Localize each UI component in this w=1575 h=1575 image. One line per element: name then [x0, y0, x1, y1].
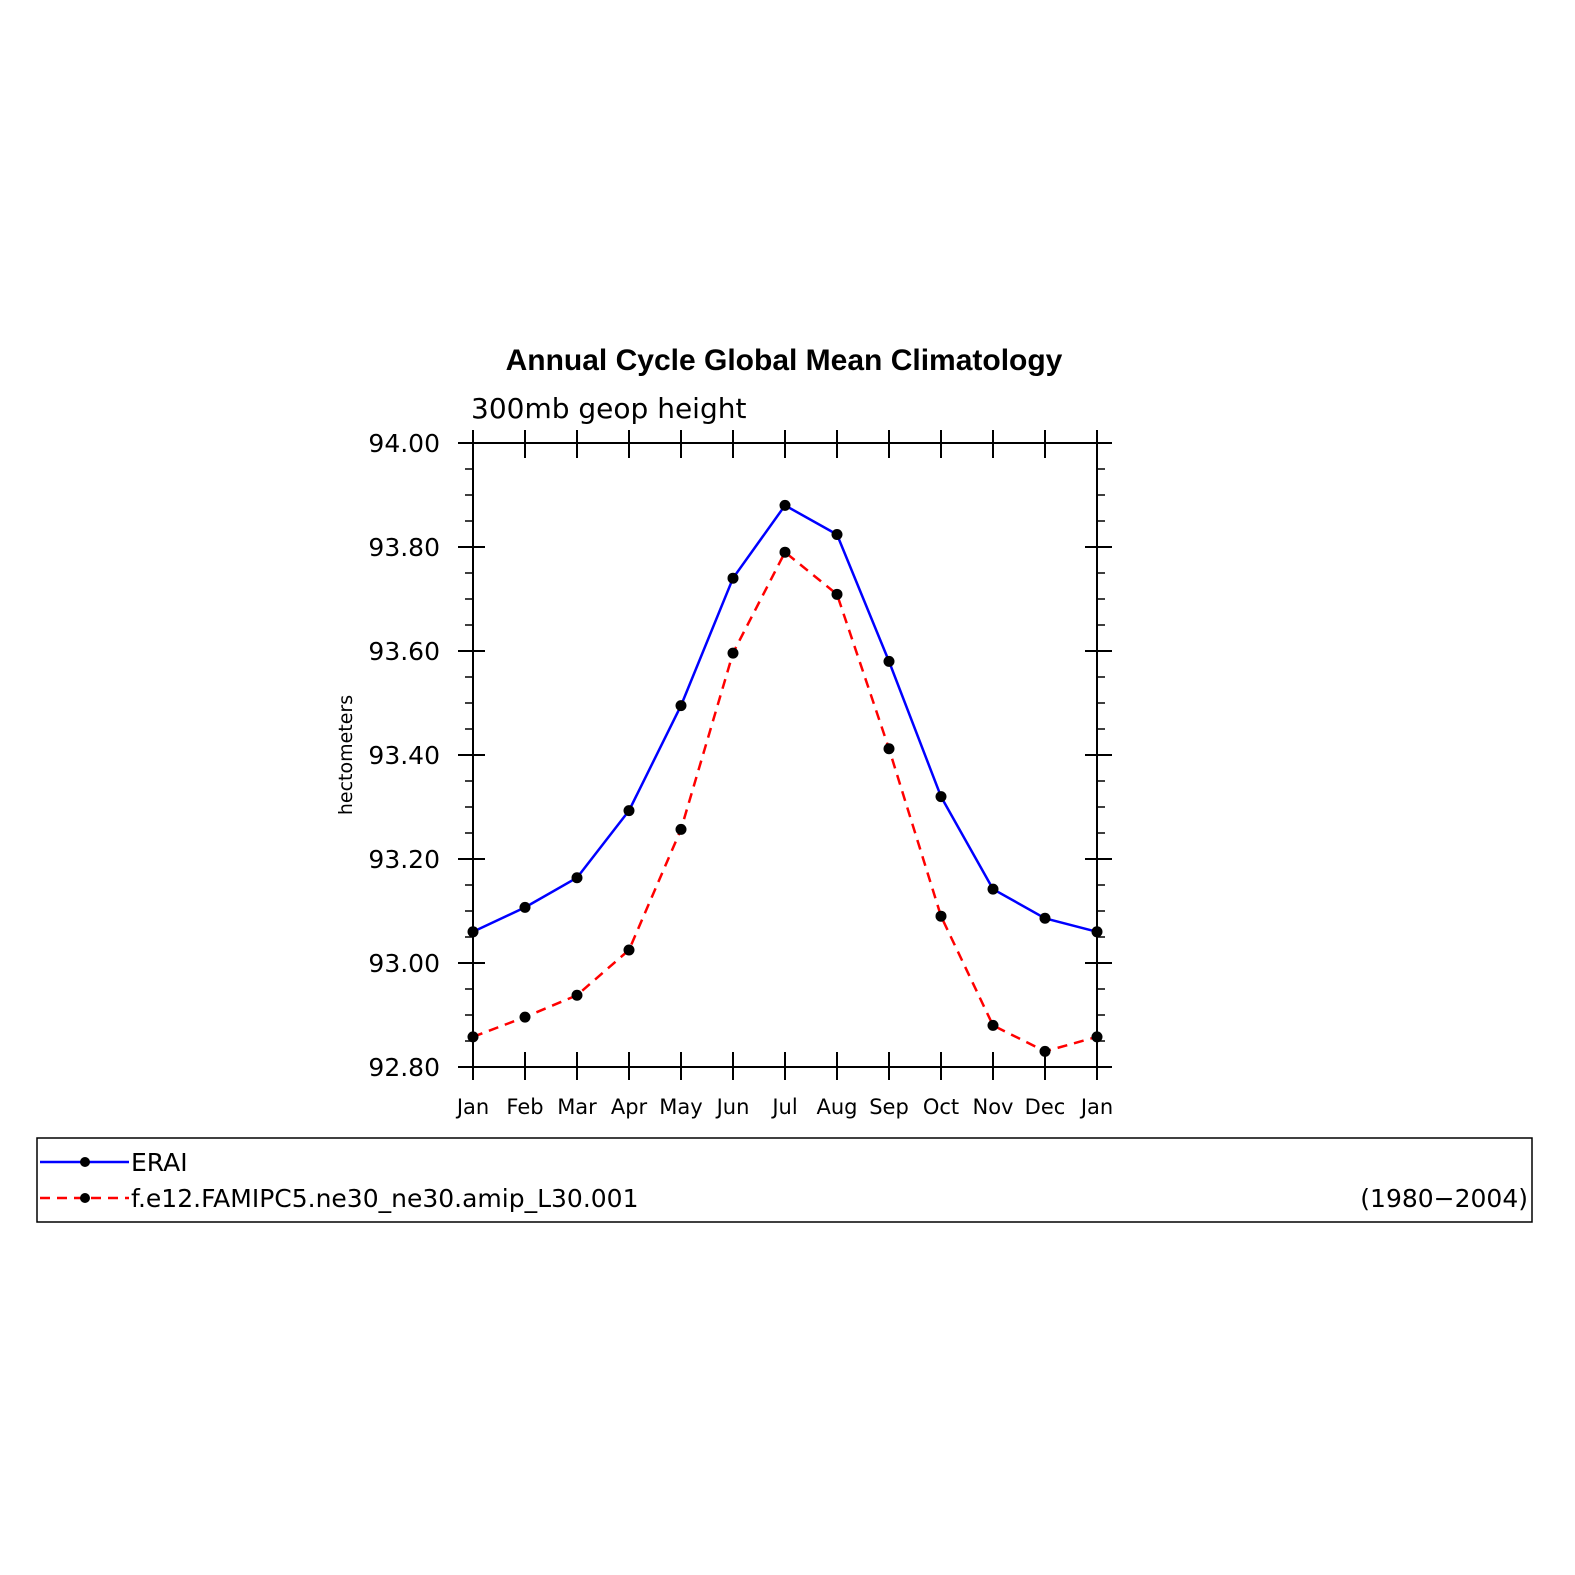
chart-subtitle: 300mb geop height: [471, 392, 746, 425]
data-point-erai: [935, 791, 947, 803]
data-point-erai: [883, 655, 895, 667]
y-tick-label: 94.00: [368, 429, 440, 458]
data-point-model: [987, 1019, 999, 1031]
x-tick-label: Aug: [816, 1095, 857, 1119]
data-point-erai: [571, 872, 583, 884]
legend-item-erai: ERAI: [40, 1148, 188, 1177]
data-point-erai: [1039, 912, 1051, 924]
plot-frame: [472, 442, 1098, 1068]
x-tick-label: May: [659, 1095, 702, 1119]
chart-title: Annual Cycle Global Mean Climatology: [506, 344, 1063, 377]
y-tick-label: 93.40: [368, 741, 440, 770]
data-point-model: [935, 910, 947, 922]
x-tick-label: Nov: [973, 1095, 1014, 1119]
data-point-erai: [623, 805, 635, 817]
y-axis-label: hectometers: [335, 695, 357, 815]
data-point-model: [831, 588, 843, 600]
x-tick-label: Jan: [1079, 1095, 1113, 1119]
data-point-erai: [987, 883, 999, 895]
data-point-model: [519, 1011, 531, 1023]
legend-year-range: (1980−2004): [1360, 1184, 1528, 1213]
legend-item-model: f.e12.FAMIPC5.ne30_ne30.amip_L30.001: [40, 1184, 639, 1213]
legend-marker-model: [80, 1193, 90, 1203]
x-tick-label: Mar: [557, 1095, 597, 1119]
data-point-erai: [727, 572, 739, 584]
y-tick-label: 93.60: [368, 637, 440, 666]
data-point-model: [779, 546, 791, 558]
x-tick-label: Dec: [1025, 1095, 1066, 1119]
legend-box: [36, 1137, 1533, 1223]
data-point-model: [675, 823, 687, 835]
data-point-model: [571, 989, 583, 1001]
x-tick-label: Jul: [770, 1095, 797, 1119]
y-tick-label: 93.20: [368, 845, 440, 874]
y-tick-label: 93.00: [368, 949, 440, 978]
y-tick-label: 92.80: [368, 1053, 440, 1082]
x-tick-label: Jun: [715, 1095, 750, 1119]
data-point-model: [727, 647, 739, 659]
data-point-erai: [779, 499, 791, 511]
data-point-erai: [675, 700, 687, 712]
data-point-erai: [831, 529, 843, 541]
legend-label-erai: ERAI: [131, 1148, 188, 1177]
data-point-model: [1039, 1045, 1051, 1057]
data-point-erai: [519, 901, 531, 913]
y-tick-label: 93.80: [368, 533, 440, 562]
x-tick-label: Sep: [869, 1095, 909, 1119]
x-tick-label: Oct: [923, 1095, 959, 1119]
data-point-model: [623, 944, 635, 956]
x-tick-label: Apr: [611, 1095, 648, 1119]
legend-marker-erai: [80, 1157, 90, 1167]
legend-label-model: f.e12.FAMIPC5.ne30_ne30.amip_L30.001: [131, 1184, 639, 1213]
data-point-model: [883, 743, 895, 755]
x-tick-label: Feb: [506, 1095, 543, 1119]
x-tick-label: Jan: [455, 1095, 489, 1119]
